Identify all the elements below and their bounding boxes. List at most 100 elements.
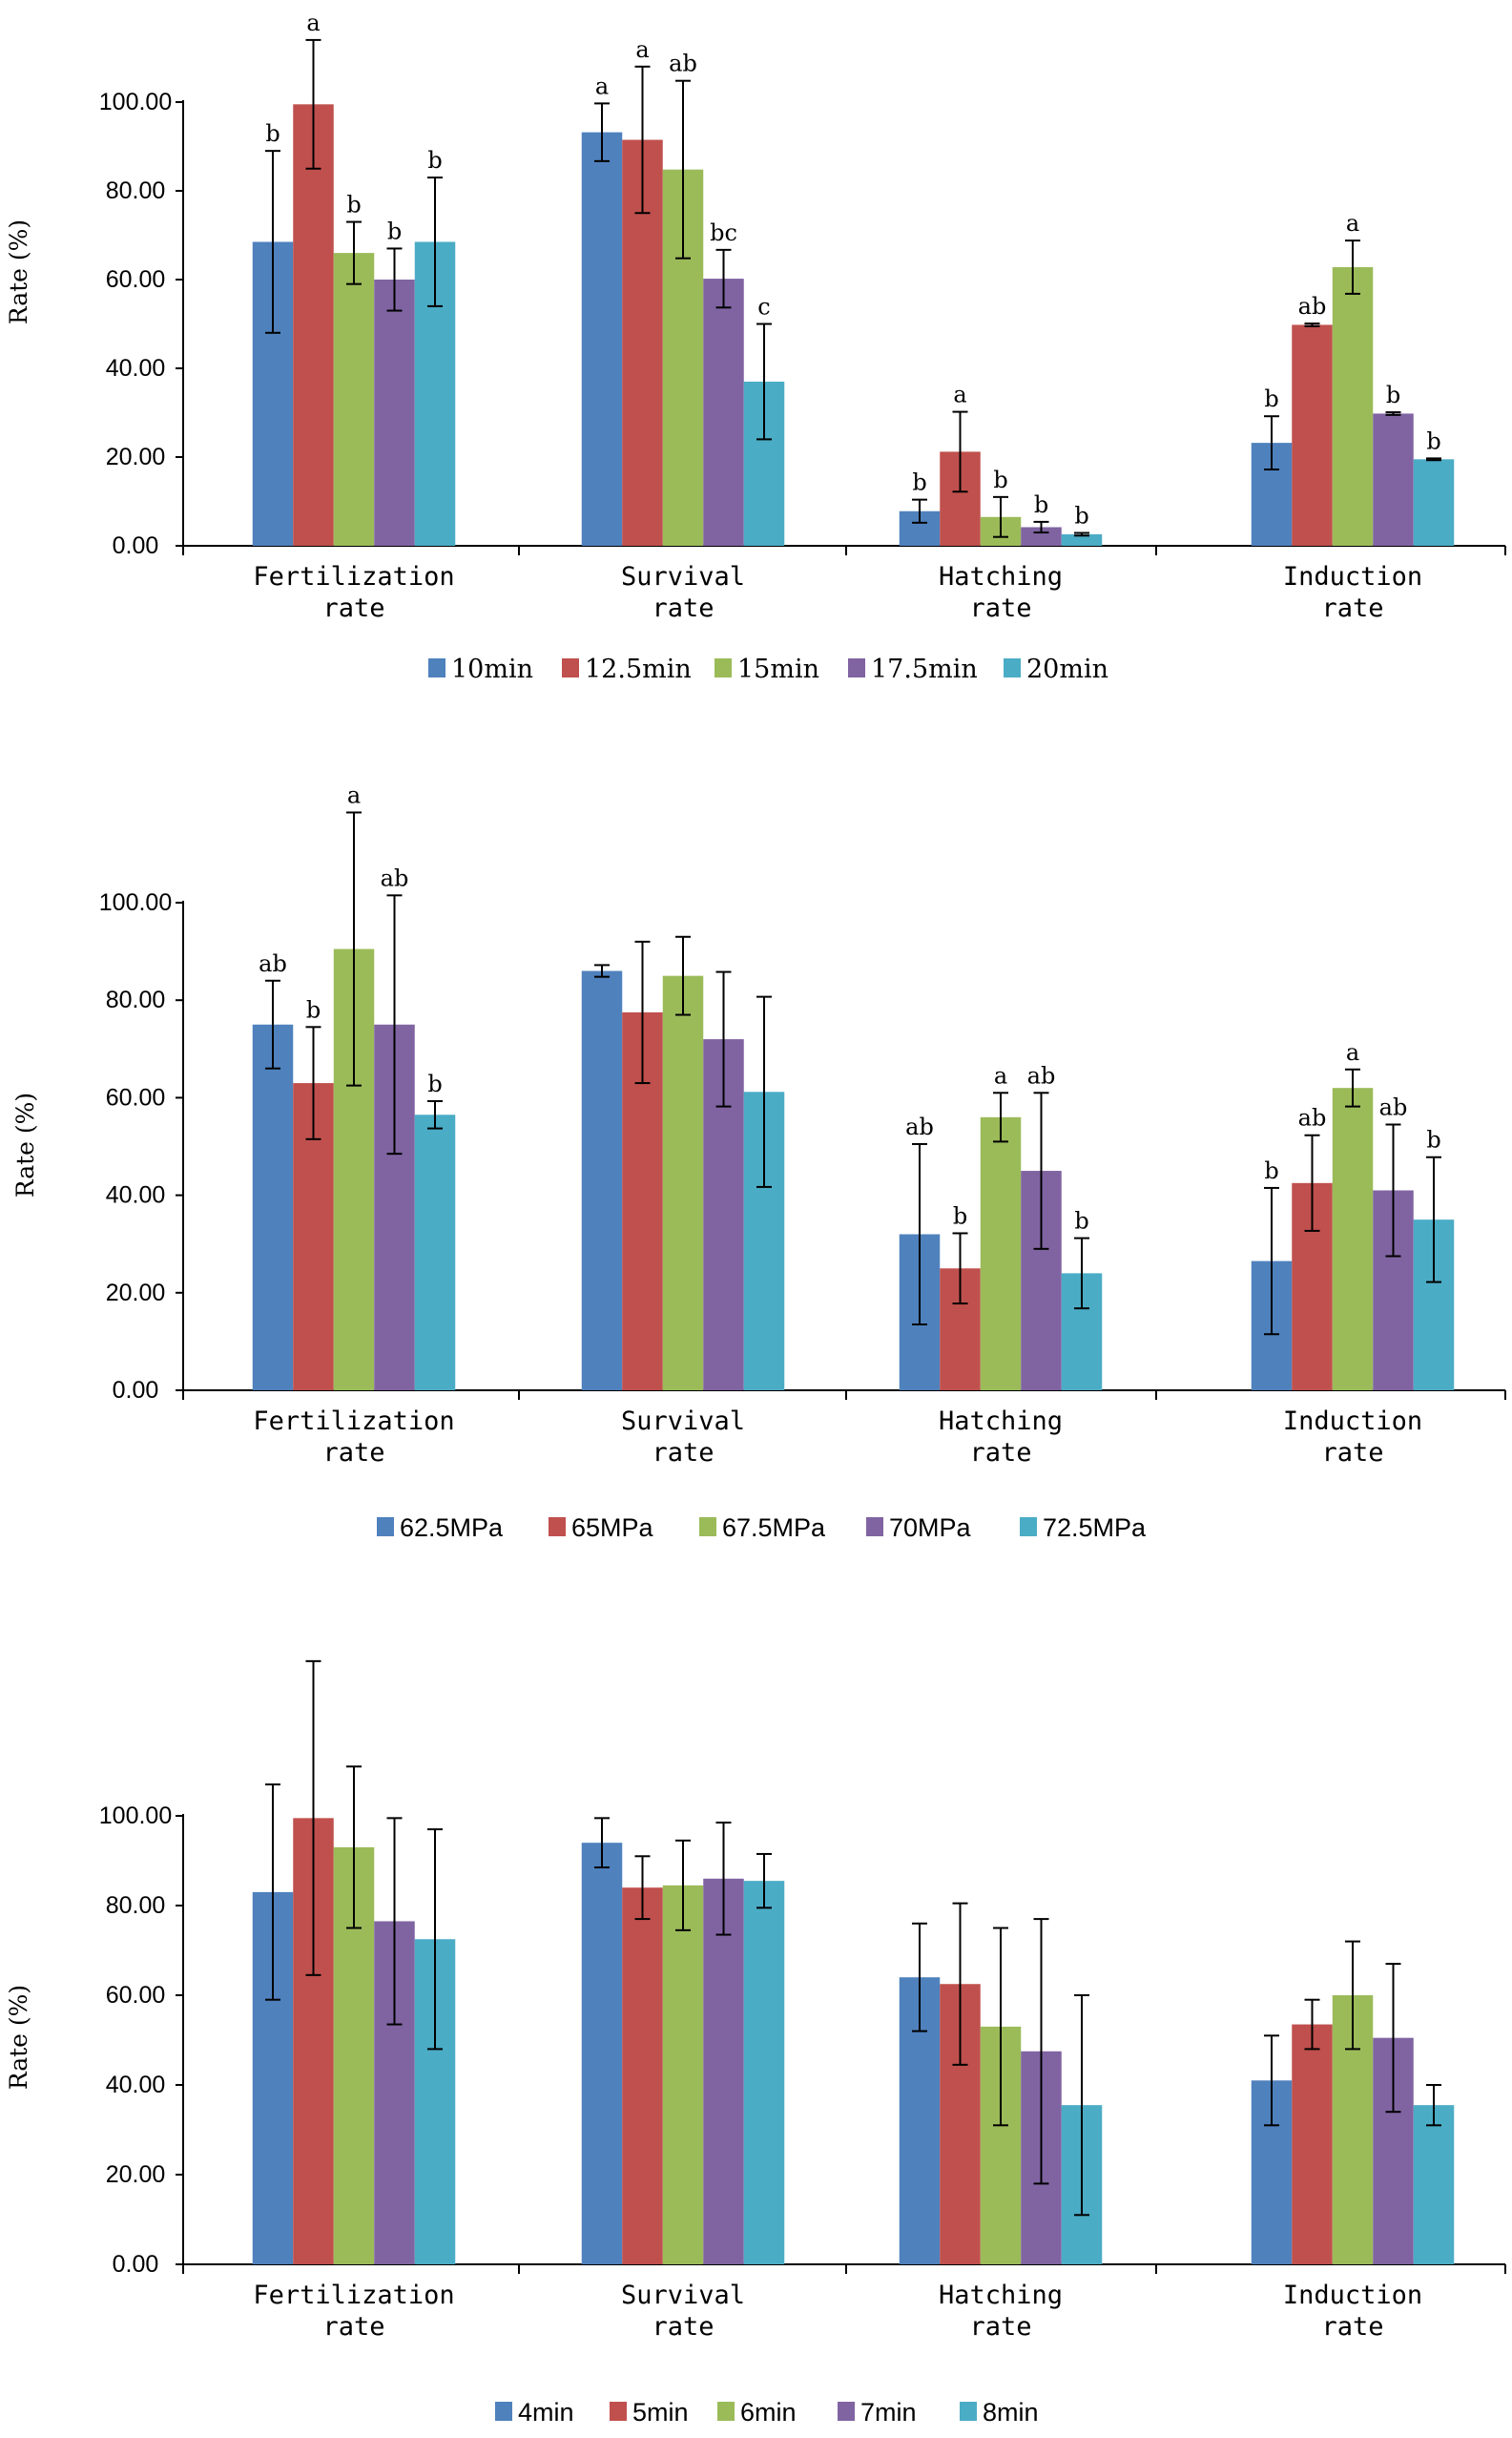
significance-letter: b bbox=[993, 467, 1007, 493]
category-label: rate bbox=[652, 2312, 714, 2342]
y-tick-label: 100.00 bbox=[99, 89, 172, 115]
legend-swatch bbox=[495, 2402, 512, 2421]
legend-swatch bbox=[838, 2402, 855, 2421]
significance-letter: b bbox=[387, 218, 402, 244]
category-label: Induction bbox=[1283, 562, 1422, 592]
legend-swatch bbox=[1020, 1517, 1037, 1536]
significance-letter: b bbox=[953, 1202, 967, 1229]
legend: 4min 5min 6min 7min 8min bbox=[495, 2398, 1039, 2427]
significance-letter: b bbox=[1034, 491, 1048, 518]
y-axis-title: Rate (%) bbox=[5, 219, 32, 324]
bar-72.5MPa bbox=[414, 1115, 456, 1390]
chart-panel-2: 0.00 20.00 40.00 60.00 80.00 100.00 Rate (%) Fe… bbox=[11, 781, 1506, 1542]
y-axis-title: Rate (%) bbox=[5, 1985, 32, 2090]
significance-letter: b bbox=[427, 1071, 442, 1097]
significance-letter: b bbox=[912, 469, 926, 496]
bar-17.5min bbox=[1021, 527, 1062, 546]
legend-label: 7min bbox=[860, 2398, 917, 2427]
category-label: rate bbox=[969, 594, 1031, 623]
bar-6min bbox=[662, 1885, 704, 2264]
bar-17.5min bbox=[374, 280, 415, 546]
category-label: Survival bbox=[621, 562, 745, 592]
category-label: Hatching bbox=[939, 2281, 1063, 2310]
legend-swatch bbox=[715, 658, 732, 677]
bar-10min bbox=[581, 132, 623, 546]
significance-letter: b bbox=[1264, 1157, 1278, 1184]
legend-swatch bbox=[428, 658, 445, 677]
y-tick-label: 0.00 bbox=[113, 2251, 159, 2278]
significance-letter: a bbox=[595, 73, 609, 99]
bar-5min bbox=[1292, 2024, 1333, 2264]
legend-swatch bbox=[562, 658, 579, 677]
legend-swatch bbox=[960, 2402, 977, 2421]
y-tick-label: 20.00 bbox=[106, 1280, 166, 1306]
bar-15min bbox=[333, 253, 375, 546]
bar-8min bbox=[743, 1881, 785, 2264]
significance-letter: b bbox=[306, 996, 321, 1023]
category-label: Fertilization bbox=[253, 562, 454, 592]
significance-letter: b bbox=[1426, 427, 1440, 454]
y-tick-label: 20.00 bbox=[106, 2161, 166, 2188]
y-tick-label: 40.00 bbox=[106, 2072, 166, 2098]
legend-label: 62.5MPa bbox=[400, 1513, 504, 1542]
bar-4min bbox=[581, 1843, 623, 2264]
bar-20min bbox=[1413, 459, 1455, 546]
significance-letter: b bbox=[1264, 385, 1278, 412]
category-label: Induction bbox=[1283, 2281, 1422, 2310]
chart-panel-3: 0.00 20.00 40.00 60.00 80.00 100.00 Rate (%) Fe… bbox=[5, 1659, 1506, 2427]
bar-15min bbox=[1332, 266, 1374, 546]
significance-letter: b bbox=[427, 147, 442, 174]
legend-swatch bbox=[610, 2402, 627, 2421]
significance-letter: a bbox=[635, 36, 649, 63]
legend-label: 67.5MPa bbox=[722, 1513, 826, 1542]
legend-label: 4min bbox=[518, 2398, 574, 2427]
significance-letter: a bbox=[347, 781, 361, 808]
significance-letter: a bbox=[306, 10, 320, 36]
category-label: Fertilization bbox=[253, 1407, 454, 1436]
y-tick-label: 0.00 bbox=[113, 1377, 159, 1404]
legend-swatch bbox=[549, 1517, 566, 1536]
significance-letter: ab bbox=[1027, 1062, 1056, 1089]
bar-12.5min bbox=[293, 104, 334, 546]
legend-label: 12.5min bbox=[585, 655, 692, 684]
legend-swatch bbox=[699, 1517, 716, 1536]
bar-12.5min bbox=[1292, 324, 1333, 546]
bar-67.5MPa bbox=[662, 975, 704, 1390]
y-tick-label: 60.00 bbox=[106, 1084, 166, 1111]
category-label: rate bbox=[969, 1438, 1031, 1468]
y-tick-label: 40.00 bbox=[106, 355, 166, 382]
category-label: rate bbox=[322, 2312, 384, 2342]
y-tick-label: 100.00 bbox=[99, 889, 172, 916]
legend-label: 6min bbox=[740, 2398, 797, 2427]
bar-62.5MPa bbox=[252, 1024, 294, 1390]
y-tick-label: 60.00 bbox=[106, 1982, 166, 2009]
category-label: Hatching bbox=[939, 562, 1063, 592]
bar-17.5min bbox=[1373, 413, 1414, 546]
category-label: rate bbox=[322, 1438, 384, 1468]
significance-letter: b bbox=[346, 192, 361, 219]
legend-swatch bbox=[848, 658, 865, 677]
y-axis-title: Rate (%) bbox=[11, 1093, 39, 1198]
bar-20min bbox=[1061, 533, 1103, 546]
bar-7min bbox=[703, 1878, 744, 2264]
category-label: rate bbox=[652, 1438, 714, 1468]
significance-letter: b bbox=[1074, 1208, 1088, 1235]
category-label: rate bbox=[969, 2312, 1031, 2342]
bar-67.5MPa bbox=[1332, 1088, 1374, 1390]
category-label: rate bbox=[1321, 594, 1383, 623]
significance-letter: b bbox=[1074, 503, 1088, 530]
bar-67.5MPa bbox=[980, 1116, 1022, 1390]
legend: 10min 12.5min 15min 17.5min 20min bbox=[428, 655, 1108, 684]
significance-letter: c bbox=[757, 294, 770, 321]
y-tick-label: 0.00 bbox=[113, 532, 159, 559]
legend-swatch bbox=[866, 1517, 883, 1536]
legend-label: 20min bbox=[1026, 655, 1108, 684]
legend-swatch bbox=[377, 1517, 394, 1536]
y-tick-label: 20.00 bbox=[106, 444, 166, 470]
legend-label: 5min bbox=[632, 2398, 689, 2427]
category-label: rate bbox=[652, 594, 714, 623]
y-tick-label: 80.00 bbox=[106, 1892, 166, 1919]
category-label: rate bbox=[1321, 2312, 1383, 2342]
legend-label: 17.5min bbox=[871, 655, 978, 684]
y-tick-label: 80.00 bbox=[106, 987, 166, 1013]
